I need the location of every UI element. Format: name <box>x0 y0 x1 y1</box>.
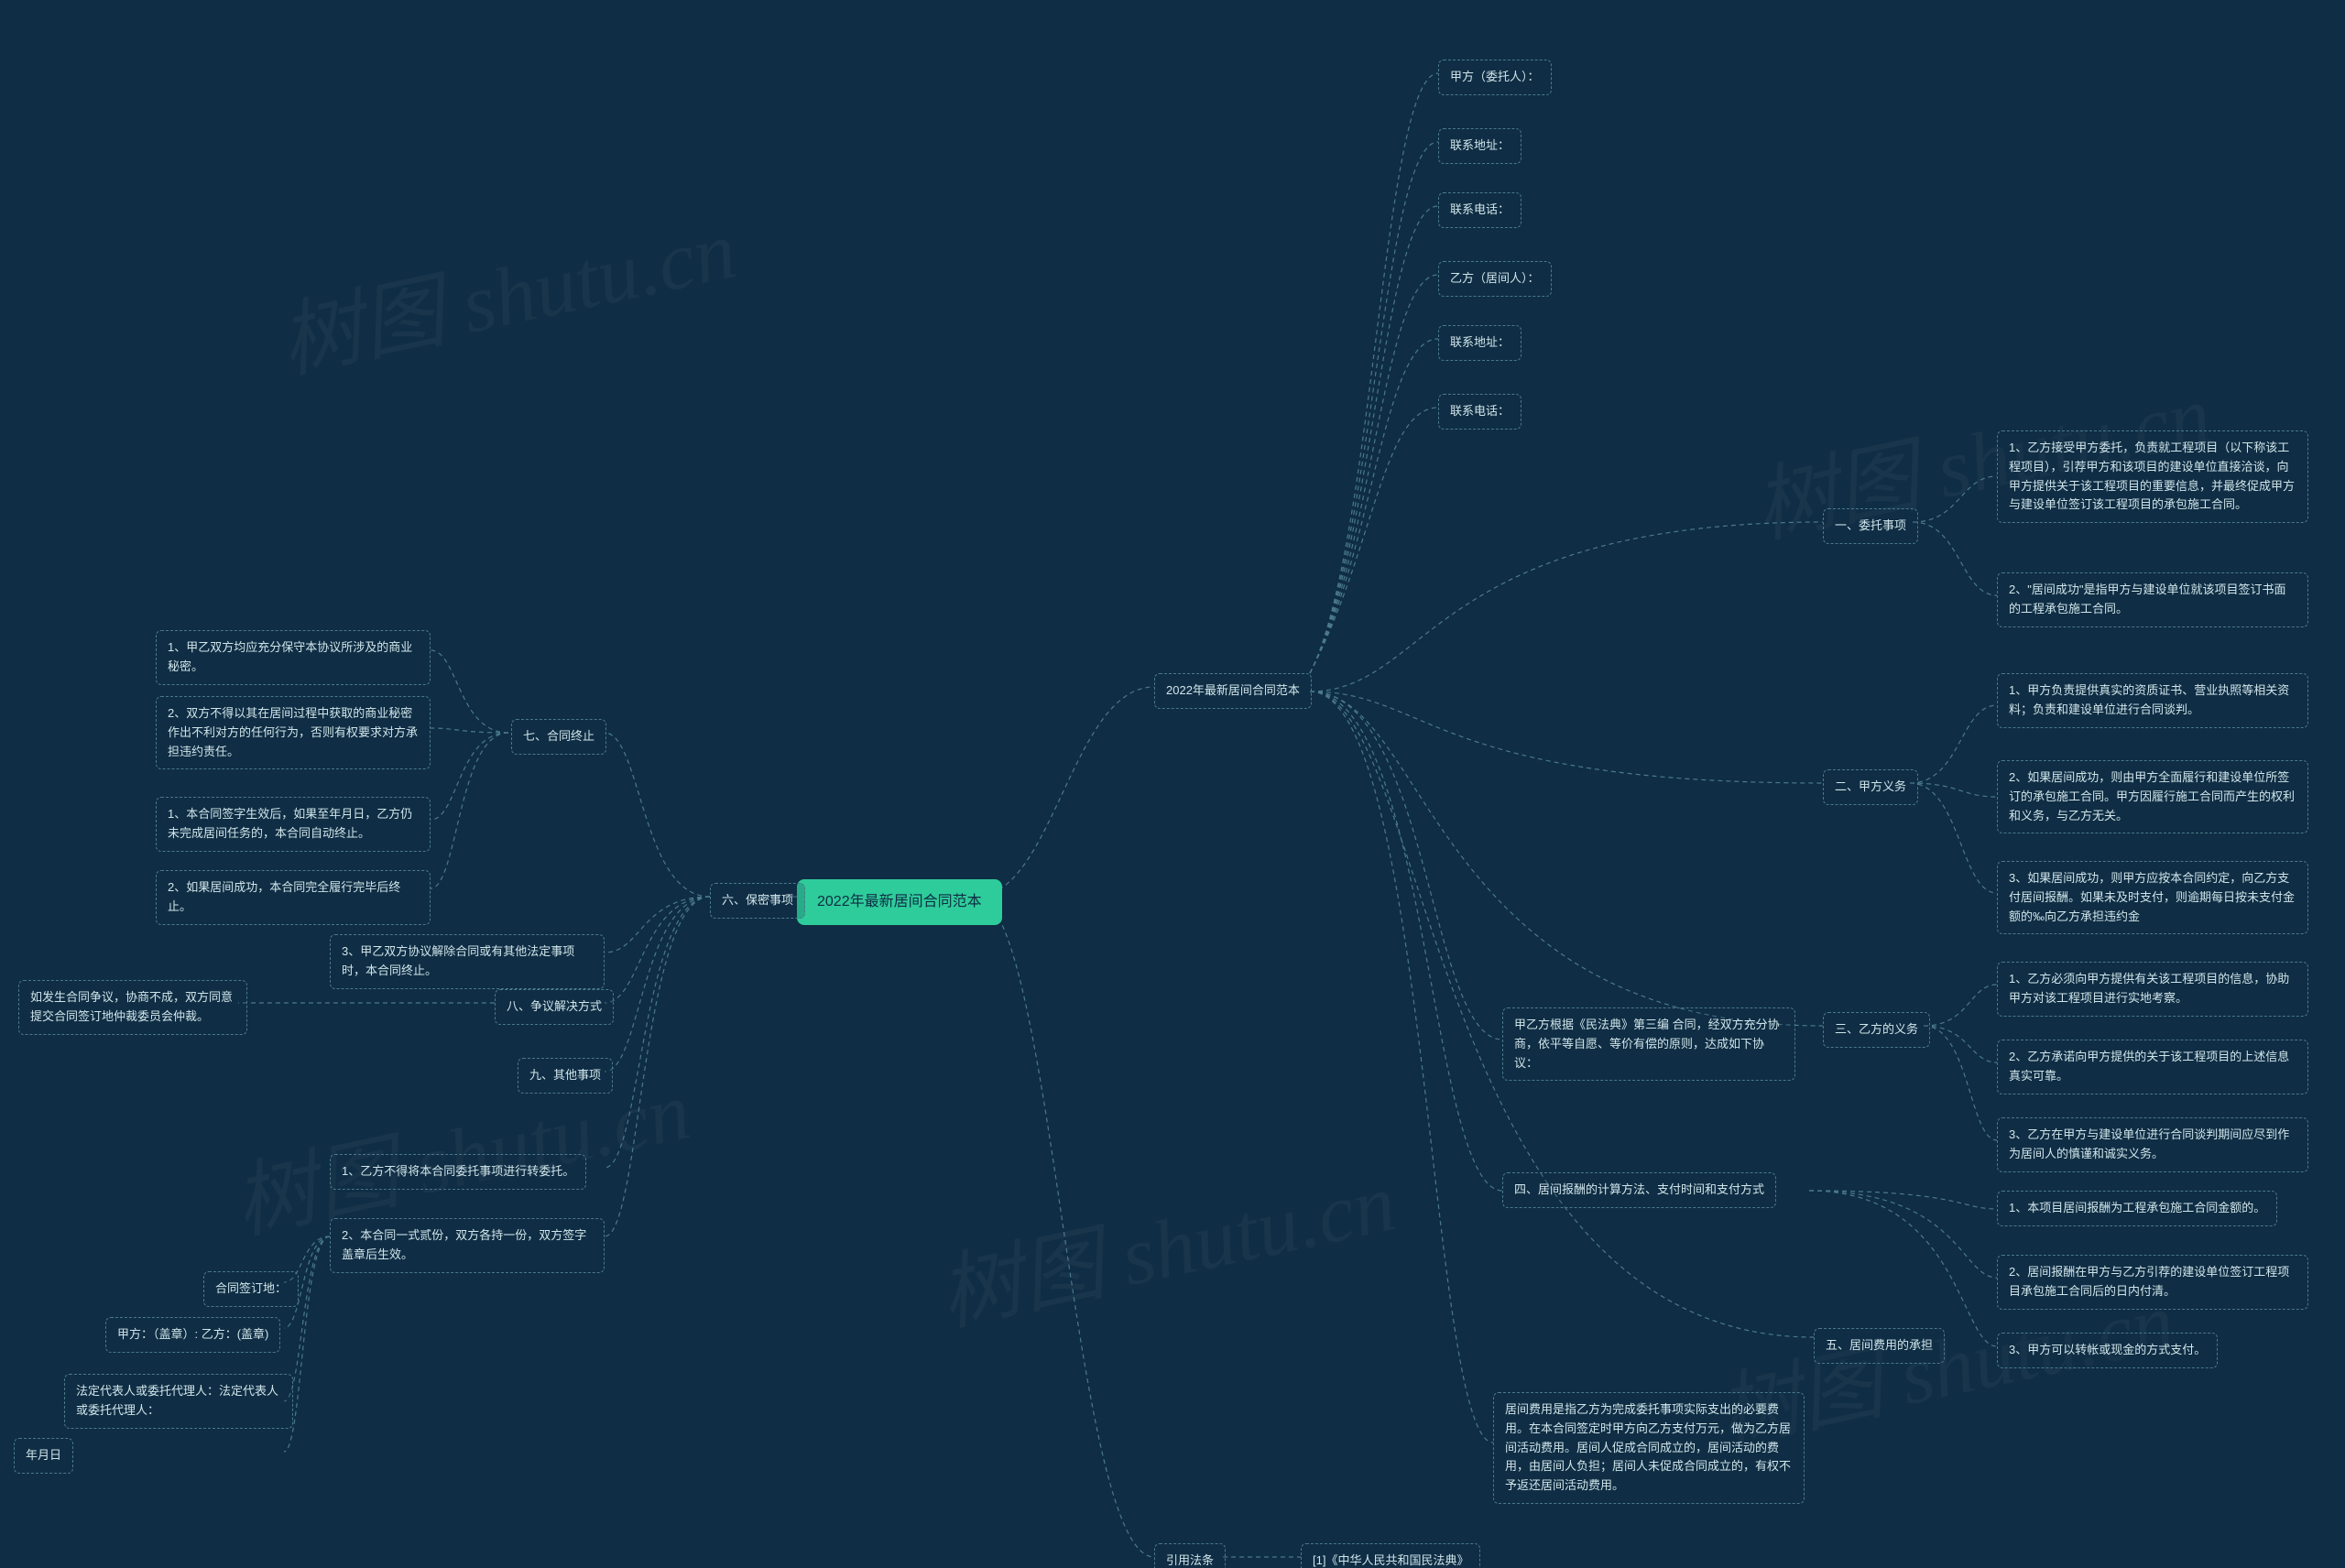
node-s9-rep: 法定代表人或委托代理人：法定代表人或委托代理人： <box>64 1374 293 1429</box>
node-s9-place: 合同签订地： <box>203 1271 299 1307</box>
node-s2-title: 二、甲方义务 <box>1823 769 1918 805</box>
node-s9-title: 九、其他事项 <box>518 1058 613 1094</box>
node-s3-item2: 2、乙方承诺向甲方提供的关于该工程项目的上述信息真实可靠。 <box>1997 1040 2308 1094</box>
node-s6-item2: 2、本合同一式贰份，双方各持一份，双方签字盖章后生效。 <box>330 1218 605 1273</box>
node-party-a-addr: 联系地址： <box>1438 128 1522 164</box>
node-s2-item1: 1、甲方负责提供真实的资质证书、营业执照等相关资料；负责和建设单位进行合同谈判。 <box>1997 673 2308 728</box>
node-party-b: 乙方（居间人）： <box>1438 261 1552 297</box>
node-s1-title: 一、委托事项 <box>1823 508 1918 544</box>
node-s7-item3: 1、本合同签字生效后，如果至年月日，乙方仍未完成居间任务的，本合同自动终止。 <box>156 797 431 852</box>
node-s7-item4: 2、如果居间成功，本合同完全履行完毕后终止。 <box>156 870 431 925</box>
node-s6-item3: 3、甲乙双方协议解除合同或有其他法定事项时，本合同终止。 <box>330 934 605 989</box>
node-party-b-addr: 联系地址： <box>1438 325 1522 361</box>
node-cite-item: [1]《中华人民共和国民法典》 <box>1301 1543 1480 1568</box>
node-s4-item2: 2、居间报酬在甲方与乙方引荐的建设单位签订工程项目承包施工合同后的日内付清。 <box>1997 1255 2308 1310</box>
node-header: 2022年最新居间合同范本 <box>1154 673 1312 709</box>
node-s2-item3: 3、如果居间成功，则甲方应按本合同约定，向乙方支付居间报酬。如果未及时支付，则逾… <box>1997 861 2308 934</box>
node-s2-item2: 2、如果居间成功，则由甲方全面履行和建设单位所签订的承包施工合同。甲方因履行施工… <box>1997 760 2308 833</box>
node-s7-item2: 2、双方不得以其在居间过程中获取的商业秘密作出不利对方的任何行为，否则有权要求对… <box>156 696 431 769</box>
node-s9-seal: 甲方：（盖章）: 乙方：(盖章) <box>105 1317 280 1353</box>
node-party-b-tel: 联系电话： <box>1438 394 1522 430</box>
node-s3-title: 三、乙方的义务 <box>1823 1012 1930 1048</box>
node-s5-body: 居间费用是指乙方为完成委托事项实际支出的必要费用。在本合同签定时甲方向乙方支付万… <box>1493 1392 1805 1504</box>
node-preamble: 甲乙方根据《民法典》第三编 合同，经双方充分协商，依平等自愿、等价有偿的原则，达… <box>1502 1007 1795 1081</box>
node-cite-title: 引用法条 <box>1154 1543 1226 1568</box>
node-s7-item1: 1、甲乙双方均应充分保守本协议所涉及的商业秘密。 <box>156 630 431 685</box>
node-s9-date: 年月日 <box>14 1438 73 1474</box>
node-s8-item: 如发生合同争议，协商不成，双方同意提交合同签订地仲裁委员会仲裁。 <box>18 980 247 1035</box>
node-s5-title: 五、居间费用的承担 <box>1814 1328 1945 1364</box>
root-node: 2022年最新居间合同范本 <box>797 879 1002 925</box>
connector-layer <box>0 0 2345 1568</box>
watermark: 树图 shutu.cn <box>267 182 745 395</box>
watermark: 树图 shutu.cn <box>927 1135 1404 1347</box>
node-s3-item3: 3、乙方在甲方与建设单位进行合同谈判期间应尽到作为居间人的慎谨和诚实义务。 <box>1997 1117 2308 1172</box>
node-s6-title: 六、保密事项 <box>710 883 805 919</box>
node-s1-item1: 1、乙方接受甲方委托，负责就工程项目（以下称该工程项目），引荐甲方和该项目的建设… <box>1997 430 2308 523</box>
node-s4-title: 四、居间报酬的计算方法、支付时间和支付方式 <box>1502 1172 1776 1208</box>
node-party-a: 甲方（委托人）： <box>1438 60 1552 95</box>
node-s8-title: 八、争议解决方式 <box>495 989 614 1025</box>
node-s3-item1: 1、乙方必须向甲方提供有关该工程项目的信息，协助甲方对该工程项目进行实地考察。 <box>1997 962 2308 1017</box>
node-s4-item3: 3、甲方可以转帐或现金的方式支付。 <box>1997 1333 2218 1368</box>
node-party-a-tel: 联系电话： <box>1438 192 1522 228</box>
node-s6-item1: 1、乙方不得将本合同委托事项进行转委托。 <box>330 1154 586 1190</box>
node-s4-item1: 1、本项目居间报酬为工程承包施工合同金额的。 <box>1997 1191 2277 1226</box>
node-s7-title: 七、合同终止 <box>511 719 606 755</box>
node-s1-item2: 2、"居间成功"是指甲方与建设单位就该项目签订书面的工程承包施工合同。 <box>1997 572 2308 627</box>
